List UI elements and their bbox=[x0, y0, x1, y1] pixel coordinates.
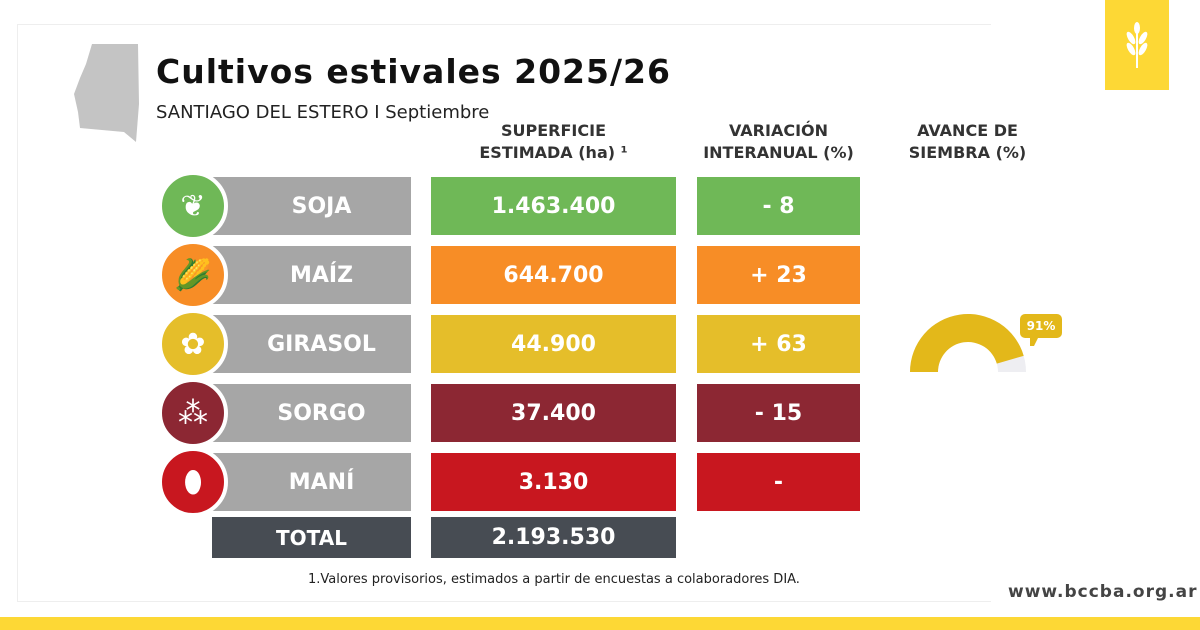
bottom-bar bbox=[0, 617, 1200, 630]
crop-label: GIRASOL bbox=[212, 315, 411, 373]
header-avance: AVANCE DE SIEMBRA (%) bbox=[908, 121, 1027, 162]
peanut-icon: ⬮ bbox=[158, 447, 228, 517]
variacion-cell: - bbox=[697, 453, 860, 511]
superficie-cell: 44.900 bbox=[431, 315, 676, 373]
sunflower-icon: ✿ bbox=[158, 309, 228, 379]
variacion-cell: - 8 bbox=[697, 177, 860, 235]
card bbox=[17, 24, 991, 602]
gauge-fill bbox=[910, 314, 1024, 372]
crop-label: SOJA bbox=[212, 177, 411, 235]
avance-value-badge: 91% bbox=[1020, 314, 1062, 346]
header-variacion: VARIACIÓN INTERANUAL (%) bbox=[703, 121, 854, 162]
wheat-logo-icon bbox=[1105, 0, 1169, 90]
variacion-cell: - 15 bbox=[697, 384, 860, 442]
sorghum-icon: ⁂ bbox=[158, 378, 228, 448]
superficie-cell: 3.130 bbox=[431, 453, 676, 511]
superficie-cell: 1.463.400 bbox=[431, 177, 676, 235]
footnote: 1.Valores provisorios, estimados a parti… bbox=[308, 572, 800, 587]
total-superficie: 2.193.530 bbox=[431, 517, 676, 558]
crop-label: SORGO bbox=[212, 384, 411, 442]
variacion-cell: + 63 bbox=[697, 315, 860, 373]
page-title: Cultivos estivales 2025/26 bbox=[156, 52, 671, 91]
province-map-icon bbox=[74, 44, 139, 142]
header-superficie: SUPERFICIE ESTIMADA (ha) ¹ bbox=[479, 121, 628, 162]
crop-label: MANÍ bbox=[212, 453, 411, 511]
corn-icon: 🌽 bbox=[158, 240, 228, 310]
page-subtitle: SANTIAGO DEL ESTERO I Septiembre bbox=[156, 102, 490, 123]
website-link[interactable]: www.bccba.org.ar bbox=[1008, 582, 1198, 602]
crop-label: MAÍZ bbox=[212, 246, 411, 304]
avance-gauge bbox=[910, 314, 1026, 372]
variacion-cell: + 23 bbox=[697, 246, 860, 304]
soy-sprout-icon: ❦ bbox=[158, 171, 228, 241]
superficie-cell: 644.700 bbox=[431, 246, 676, 304]
superficie-cell: 37.400 bbox=[431, 384, 676, 442]
total-label: TOTAL bbox=[212, 517, 411, 558]
